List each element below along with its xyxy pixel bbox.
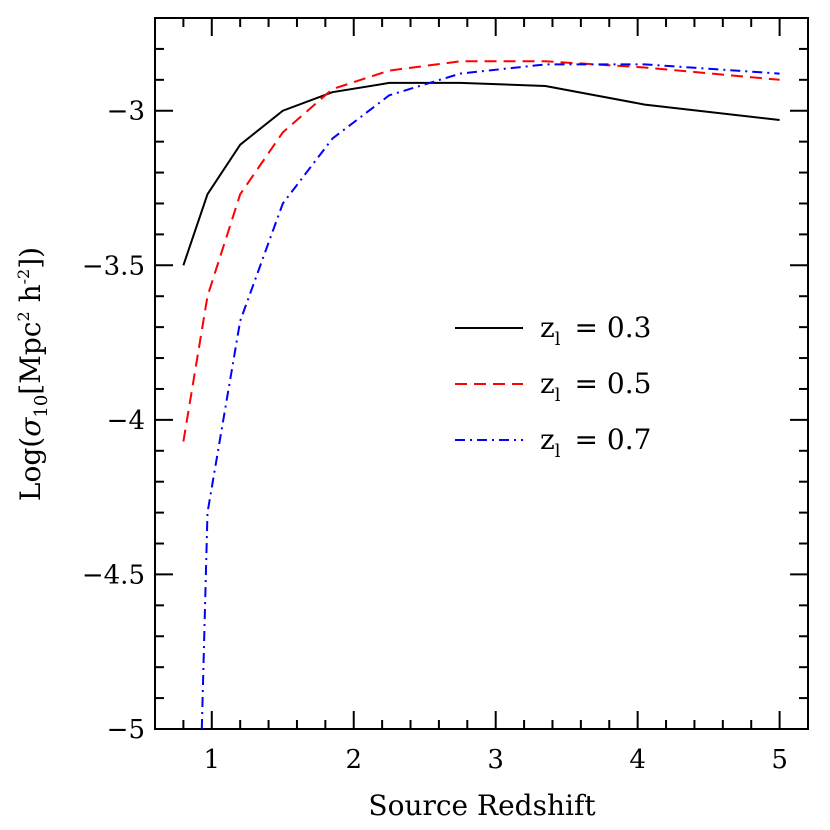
y-axis-title-suffix: ]): [14, 247, 47, 269]
series-line-2: [182, 60, 780, 442]
y-axis-title: Log(σ10[Mpc2 h-2]): [14, 247, 52, 501]
y-axis-title-mid2: h: [14, 284, 47, 311]
x-tick-label: 1: [204, 745, 221, 775]
y-axis-title-sigma: σ: [14, 417, 47, 437]
y-axis-title-sup1: 2: [14, 311, 33, 321]
x-tick-label: 4: [629, 745, 646, 775]
x-tick-label: 5: [771, 745, 788, 775]
plot-frame: [154, 17, 809, 730]
x-tick-label: 3: [487, 745, 504, 775]
series-lines: [182, 60, 780, 730]
series-line-3: [200, 63, 780, 730]
y-tick-label: −3.5: [82, 251, 145, 281]
y-axis-title-sigma-sub: 10: [31, 395, 52, 418]
legend-label-1: zl = 0.3: [540, 311, 651, 350]
x-axis-title: Source Redshift: [368, 789, 596, 822]
axis-ticks: [154, 17, 809, 730]
y-axis-title-sup2: -2: [14, 269, 33, 285]
y-tick-label: −4: [107, 406, 145, 436]
series-line-1: [182, 81, 780, 266]
y-tick-label: −5: [107, 715, 145, 745]
y-tick-label: −3: [107, 97, 145, 127]
y-tick-labels: −3 −3.5 −4 −4.5 −5: [82, 97, 145, 745]
legend-label-3: zl = 0.7: [540, 423, 651, 462]
x-tick-label: 2: [345, 745, 362, 775]
y-axis-title-prefix: Log(: [14, 437, 47, 501]
y-tick-label: −4.5: [82, 560, 145, 590]
x-tick-labels: 1 2 3 4 5: [204, 745, 788, 775]
legend: zl = 0.3 zl = 0.5 zl = 0.7: [455, 311, 651, 462]
y-axis-title-mid: [Mpc: [14, 322, 47, 395]
legend-label-2: zl = 0.5: [540, 367, 651, 406]
